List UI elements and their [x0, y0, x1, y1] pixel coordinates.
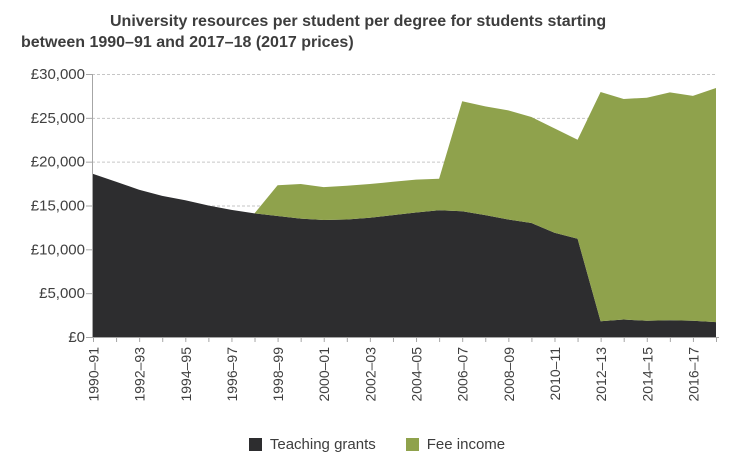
- area-teaching-grants: [93, 173, 716, 337]
- legend-item-teaching-grants: Teaching grants: [248, 436, 376, 453]
- x-tick-label: 2006–07: [455, 347, 471, 402]
- area-fee-income: [254, 88, 716, 323]
- y-tick-label: £0: [68, 329, 85, 346]
- chart-title-line1: University resources per student per deg…: [110, 13, 607, 30]
- chart-legend: Teaching grants Fee income: [0, 436, 754, 453]
- fee-income-swatch-icon: [405, 438, 419, 451]
- x-tick-label: 2012–13: [593, 347, 609, 402]
- chart-title-line2: between 1990–91 and 2017–18 (2017 prices…: [21, 34, 354, 51]
- legend-item-fee-income: Fee income: [405, 436, 506, 453]
- y-tick-label: £5,000: [39, 285, 85, 302]
- chart-canvas: £0 £5,000 £10,000 £15,000 £20,000 £25,000 £30,…: [31, 66, 719, 402]
- x-tick-label: 2008–09: [501, 347, 517, 402]
- x-tick-label: 2016–17: [685, 347, 701, 402]
- x-tick-label: 1994–95: [178, 347, 194, 402]
- x-tick-label: 1990–91: [86, 347, 102, 402]
- teaching-grants-swatch-icon: [248, 438, 262, 451]
- chart-title: University resources per student per deg…: [21, 11, 711, 53]
- legend-label-fee-income: Fee income: [426, 436, 506, 453]
- y-tick-label: £10,000: [31, 241, 85, 258]
- y-tick-label: £30,000: [31, 66, 85, 83]
- legend-label-teaching-grants: Teaching grants: [269, 436, 376, 453]
- x-tick-label: 2010–11: [547, 347, 563, 401]
- y-tick-label: £20,000: [31, 154, 85, 171]
- y-tick-label: £15,000: [31, 198, 85, 215]
- x-tick-label: 2004–05: [409, 347, 425, 402]
- x-tick-label: 2014–15: [639, 347, 655, 402]
- y-tick-label: £25,000: [31, 110, 85, 127]
- x-tick-label: 2000–01: [316, 347, 332, 402]
- x-tick-label: 1998–99: [270, 347, 286, 402]
- x-tick-label: 1996–97: [224, 347, 240, 402]
- x-tick-label: 2002–03: [362, 347, 378, 402]
- x-tick-label: 1992–93: [132, 347, 148, 402]
